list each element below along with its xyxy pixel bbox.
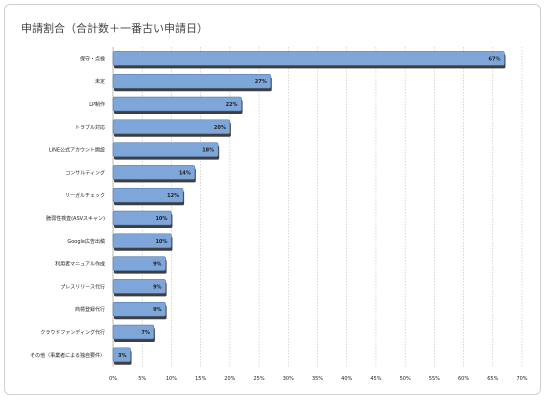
bar: [112, 51, 505, 66]
category-label: Google広告出稿: [67, 238, 105, 245]
data-label: 3%: [118, 353, 127, 359]
bar: [112, 347, 131, 363]
data-label: 10%: [155, 216, 167, 222]
x-tick-label: 10%: [166, 376, 177, 382]
category-label: その他（事業者による独自要件）: [30, 352, 105, 359]
category-label: クラウドファンディング代行: [40, 329, 105, 336]
x-tick-label: 60%: [458, 376, 469, 382]
category-label: プレスリリース代行: [60, 283, 105, 290]
data-label: 20%: [214, 125, 226, 131]
category-label: 保守・点検: [80, 55, 105, 62]
x-tick-label: 0%: [109, 376, 117, 382]
bar: [112, 119, 231, 135]
data-label: 14%: [179, 170, 191, 176]
x-tick-label: 65%: [487, 376, 498, 382]
data-label: 12%: [167, 193, 179, 199]
x-tick-label: 20%: [224, 376, 235, 382]
data-label: 9%: [153, 307, 162, 313]
x-tick-label: 25%: [254, 376, 265, 382]
bar: [112, 187, 184, 203]
x-tick-label: 45%: [370, 376, 381, 382]
bar: [112, 96, 242, 112]
bar: [112, 142, 219, 157]
data-label: 7%: [141, 330, 150, 336]
category-label: LP制作: [89, 101, 105, 108]
bar: [112, 73, 272, 89]
x-tick-label: 35%: [312, 376, 323, 382]
category-label: LINE公式アカウント開設: [49, 147, 105, 154]
data-label: 9%: [153, 262, 162, 268]
x-tick-label: 70%: [516, 376, 527, 382]
category-label: 脆弱性検査(ASVスキャン): [46, 215, 105, 222]
x-tick-label: 40%: [341, 376, 352, 382]
bar: [112, 210, 172, 226]
x-tick-label: 15%: [195, 376, 206, 382]
bar: [112, 279, 166, 294]
data-label: 10%: [155, 239, 167, 245]
bar: [112, 301, 166, 317]
data-label: 27%: [255, 79, 267, 85]
category-label: 商標登録代行: [75, 306, 105, 313]
category-label: 利用者マニュアル作成: [55, 261, 105, 268]
category-label: 未定: [95, 78, 105, 85]
bar: [112, 256, 166, 271]
x-tick-label: 30%: [283, 376, 294, 382]
data-label: 9%: [153, 284, 162, 290]
chart-card: 申請割合（合計数＋一番古い申請日）: [4, 4, 541, 395]
chart-title: 申請割合（合計数＋一番古い申請日）: [21, 22, 208, 35]
bar: [112, 324, 155, 340]
category-label: リーガルチェック: [65, 192, 105, 199]
category-label: トラブル対応: [75, 124, 105, 131]
category-label: コンサルティング: [65, 169, 105, 176]
bar: [112, 233, 172, 249]
x-tick-label: 5%: [138, 376, 146, 382]
data-label: 67%: [489, 56, 501, 62]
x-tick-label: 50%: [400, 376, 411, 382]
data-label: 22%: [226, 102, 238, 108]
x-tick-label: 55%: [429, 376, 440, 382]
data-label: 18%: [202, 148, 214, 154]
bar: [112, 165, 196, 180]
